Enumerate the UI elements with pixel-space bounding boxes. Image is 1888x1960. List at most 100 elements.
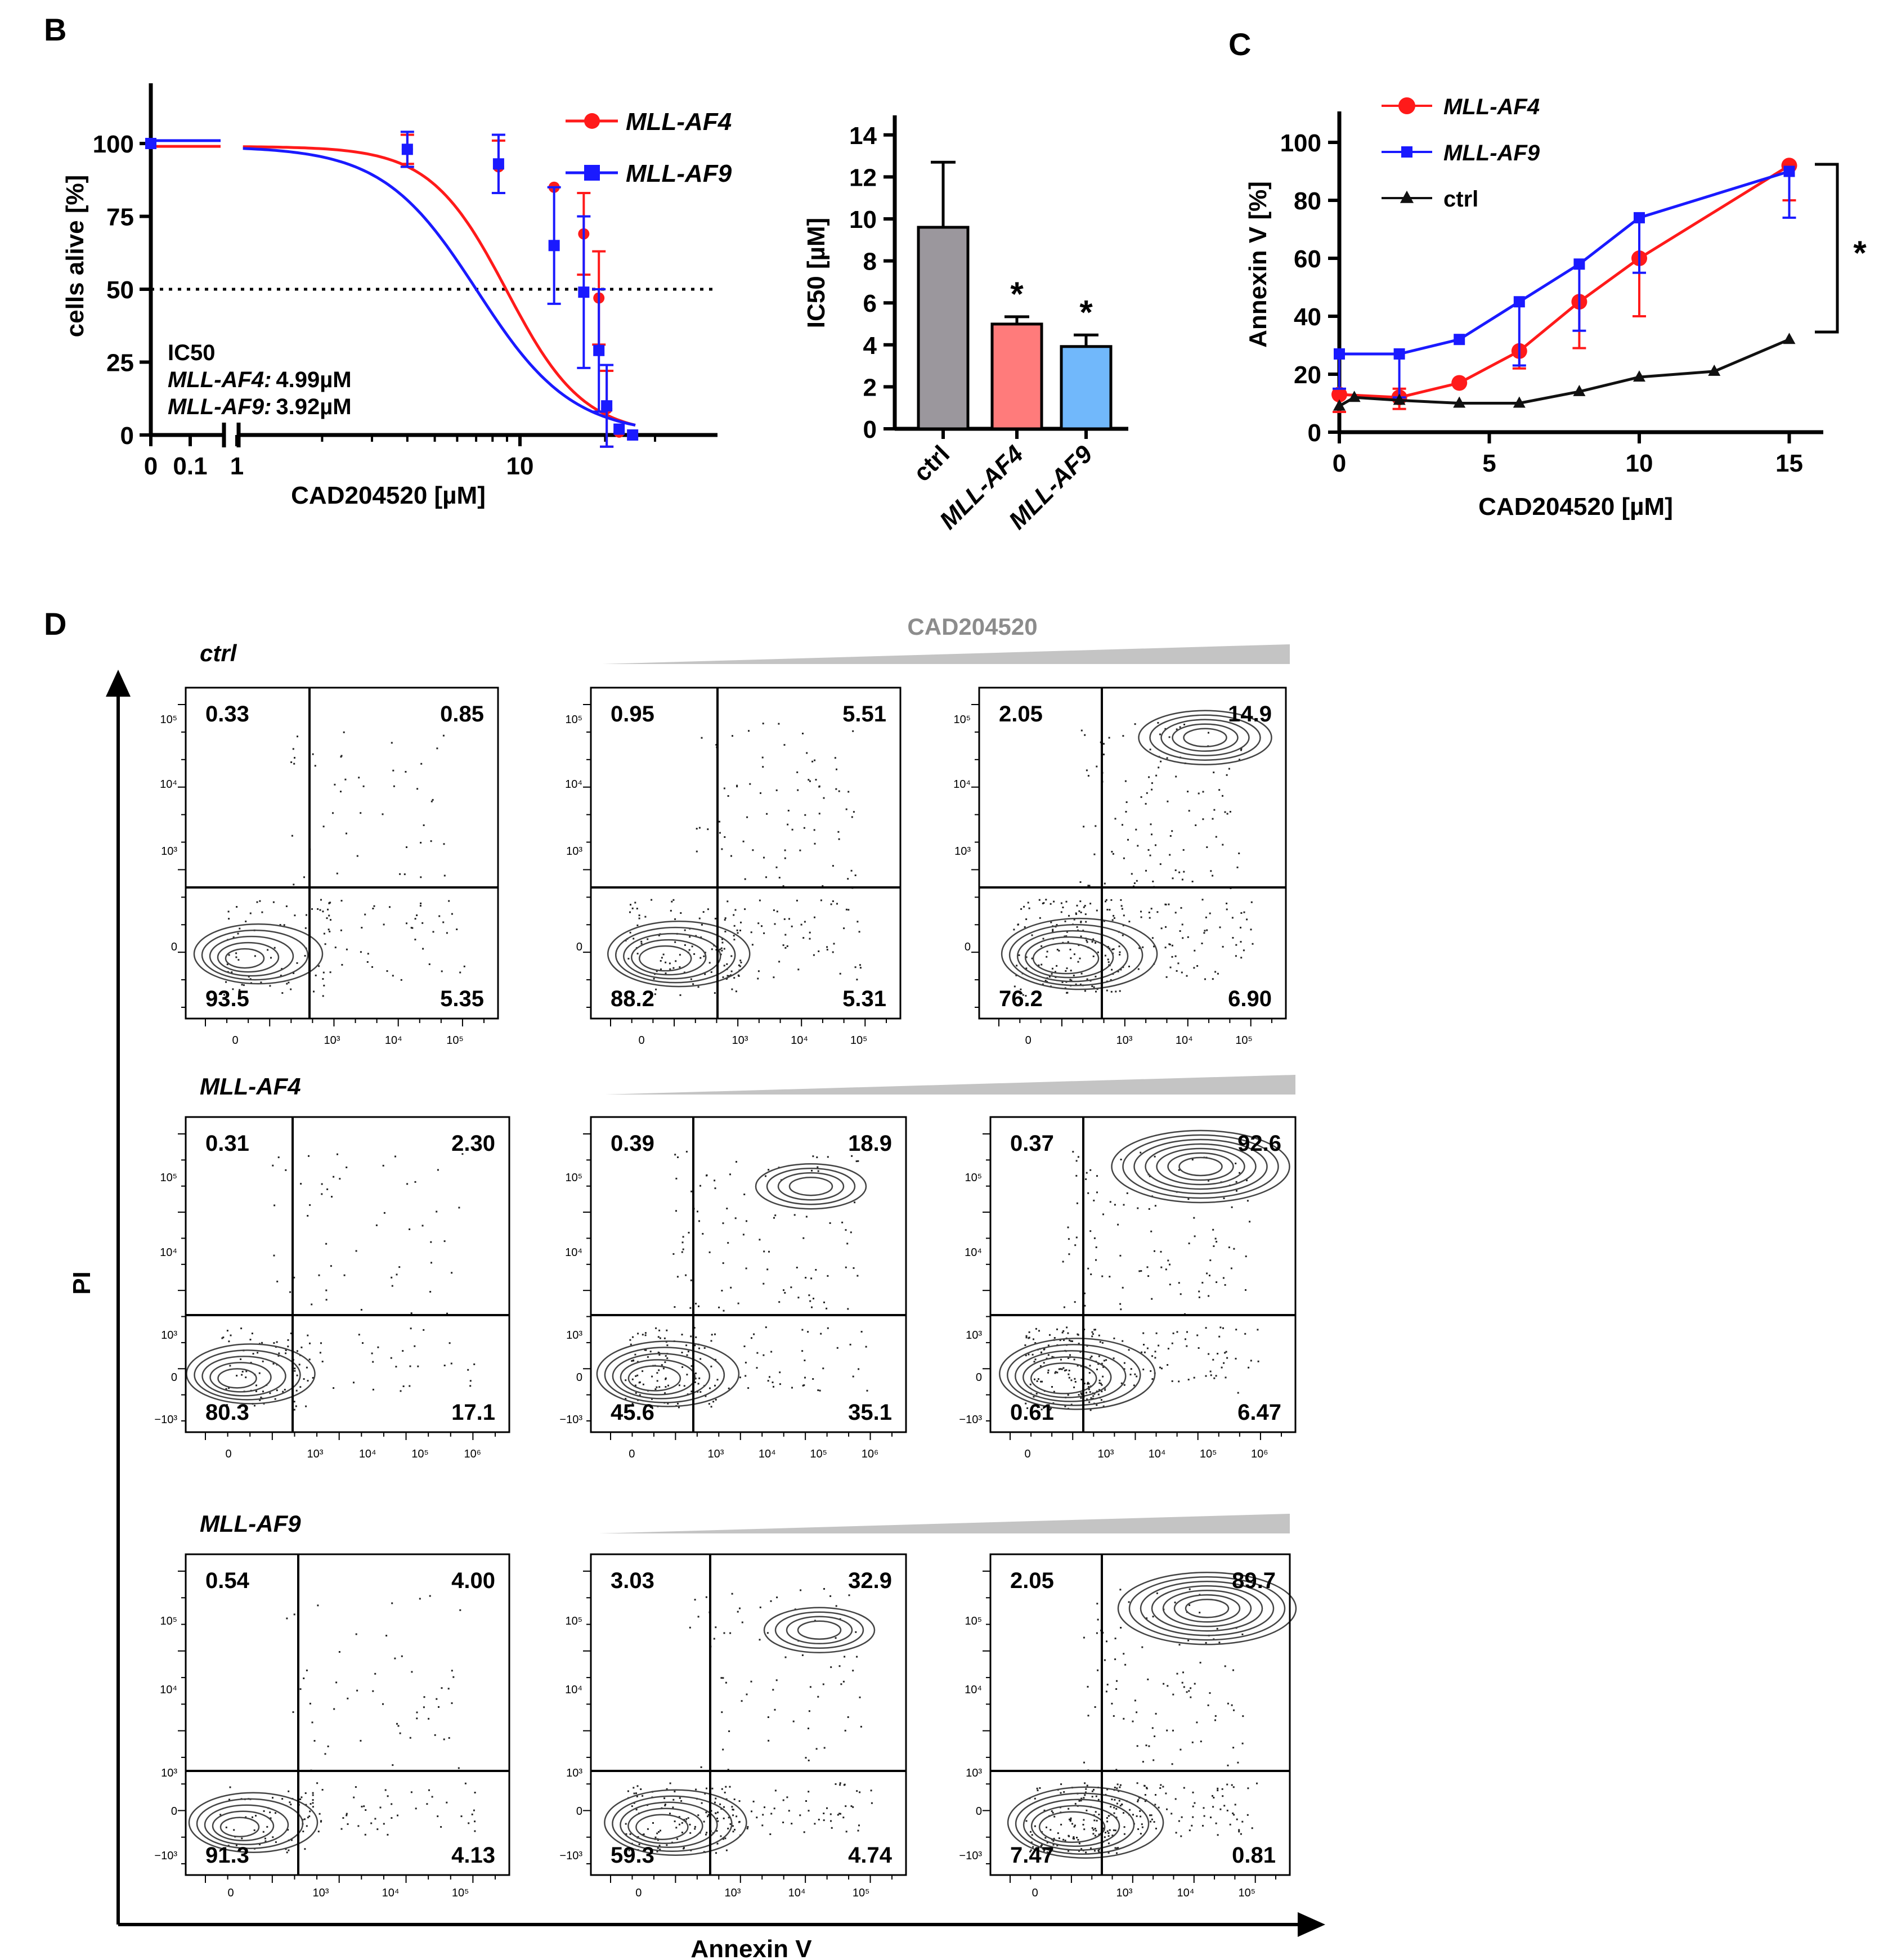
event-dot — [1250, 901, 1253, 903]
event-dot — [1028, 1337, 1030, 1339]
event-dot — [1140, 1270, 1142, 1272]
event-dot — [275, 1812, 276, 1814]
event-dot — [1123, 1826, 1125, 1828]
event-dot — [319, 909, 321, 911]
quadrant-lower-right-value: 5.31 — [842, 986, 886, 1011]
y-tick-label: 10³ — [954, 845, 971, 858]
event-dot — [343, 1274, 346, 1276]
event-dot — [1159, 863, 1161, 865]
event-dot — [1142, 1369, 1145, 1371]
event-dot — [409, 1228, 411, 1230]
event-dot — [313, 990, 315, 993]
event-dot — [1076, 926, 1078, 928]
event-dot — [1113, 917, 1115, 919]
event-dot — [1070, 1403, 1073, 1406]
event-dot — [1095, 1811, 1097, 1813]
event-dot — [1037, 1789, 1039, 1792]
event-dot — [1114, 1829, 1116, 1832]
event-dot — [658, 1831, 660, 1833]
event-dot — [779, 1383, 781, 1385]
event-dot — [1181, 1681, 1183, 1684]
event-dot — [783, 918, 786, 920]
event-dot — [791, 1387, 793, 1389]
contour-ring — [196, 1798, 304, 1849]
event-dot — [710, 971, 712, 973]
event-dot — [681, 1366, 684, 1368]
event-dot — [708, 1251, 711, 1253]
event-dot — [474, 1830, 476, 1832]
event-dot — [309, 1342, 311, 1344]
y-tick-label: 10⁴ — [565, 1684, 582, 1696]
event-dot — [748, 730, 750, 732]
event-dot — [663, 1797, 666, 1800]
event-dot — [796, 899, 798, 901]
event-dot — [1198, 1347, 1200, 1349]
ic50-af4-label: MLL-AF4: — [168, 367, 271, 392]
event-dot — [459, 971, 461, 974]
event-dot — [449, 1342, 451, 1344]
event-dot — [699, 957, 702, 959]
event-dot — [285, 1169, 287, 1171]
y-tick-label: 10⁴ — [965, 1246, 982, 1259]
event-dot — [804, 921, 806, 923]
event-dot — [400, 979, 402, 981]
event-dot — [805, 1277, 807, 1279]
event-dot — [403, 873, 406, 876]
event-dot — [287, 1345, 289, 1348]
event-dot — [831, 1827, 833, 1829]
event-dot — [1060, 902, 1062, 904]
event-dot — [701, 1802, 703, 1804]
event-dot — [436, 1210, 438, 1213]
event-dot — [1122, 1340, 1124, 1342]
data-point-ctrl — [1453, 396, 1466, 408]
event-dot — [1053, 1337, 1056, 1339]
panel-label-b: B — [44, 12, 66, 47]
event-dot — [1105, 1690, 1107, 1693]
event-dot — [1079, 983, 1082, 985]
event-dot — [1196, 1721, 1198, 1724]
event-dot — [1219, 926, 1221, 929]
event-dot — [237, 932, 239, 935]
data-point-mll-af9 — [601, 400, 613, 412]
event-dot — [1039, 1787, 1041, 1789]
event-dot — [1127, 838, 1129, 841]
event-dot — [264, 1840, 267, 1842]
event-dot — [414, 1345, 416, 1347]
y-tick-label: 0 — [976, 1371, 982, 1384]
event-dot — [370, 1822, 373, 1824]
event-dot — [1205, 916, 1207, 918]
event-dot — [636, 953, 639, 955]
event-dot — [1136, 1782, 1138, 1784]
event-dot — [361, 1805, 363, 1807]
event-dot — [409, 1385, 411, 1387]
event-dot — [853, 811, 855, 813]
event-dot — [1094, 1850, 1096, 1852]
category-label: ctrl — [908, 440, 955, 487]
event-dot — [829, 1222, 831, 1224]
event-dot — [1060, 1823, 1062, 1826]
event-dot — [688, 1232, 690, 1234]
event-dot — [1256, 1782, 1258, 1784]
event-dot — [1160, 927, 1163, 930]
event-dot — [1233, 1248, 1235, 1250]
event-dot — [233, 1829, 235, 1831]
event-dot — [856, 1656, 858, 1658]
event-dot — [774, 1708, 776, 1711]
event-dot — [1137, 1799, 1140, 1801]
event-dot — [336, 872, 338, 874]
event-dot — [1029, 1383, 1032, 1385]
y-axis-title: cells alive [%] — [61, 175, 89, 338]
event-dot — [1217, 1353, 1219, 1354]
event-dot — [717, 1820, 719, 1822]
event-dot — [822, 1683, 824, 1685]
event-dot — [710, 1340, 712, 1342]
event-dot — [807, 1331, 809, 1333]
event-dot — [1041, 1409, 1043, 1411]
event-dot — [1095, 825, 1097, 827]
event-dot — [723, 965, 725, 967]
event-dot — [811, 1169, 813, 1172]
event-dot — [1083, 1797, 1085, 1799]
event-dot — [665, 972, 667, 975]
event-dot — [1091, 985, 1093, 988]
quadrant-upper-left-value: 0.31 — [205, 1131, 249, 1156]
